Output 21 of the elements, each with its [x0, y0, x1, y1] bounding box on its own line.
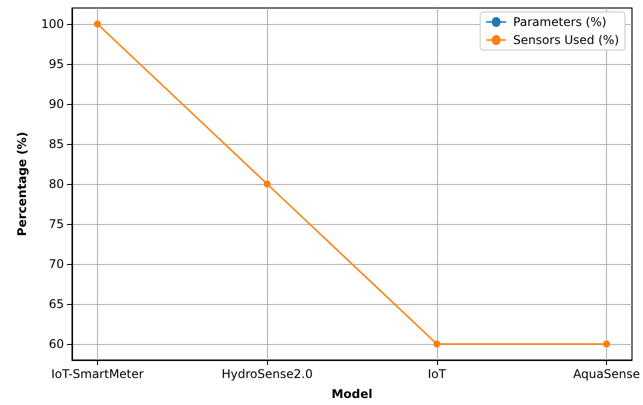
legend-label: Parameters (%) [513, 15, 606, 29]
y-tick-label: 100 [41, 17, 64, 31]
point [264, 180, 271, 188]
point [94, 20, 101, 28]
point [433, 340, 440, 348]
y-tick-label: 60 [48, 337, 64, 351]
y-axis-title: Percentage (%) [15, 132, 29, 236]
y-tick-label: 75 [48, 217, 64, 231]
x-tick-label: IoT-SmartMeter [51, 367, 144, 381]
x-tick-label: AquaSense [573, 367, 640, 381]
x-tick-label: IoT [428, 367, 447, 381]
legend-label: Sensors Used (%) [513, 33, 620, 47]
y-tick-label: 95 [48, 57, 64, 71]
y-tick-label: 80 [48, 177, 64, 191]
x-tick-label: HydroSense2.0 [222, 367, 313, 381]
y-tick-label: 85 [48, 137, 64, 151]
y-tick-label: 90 [48, 97, 64, 111]
y-tick-label: 65 [48, 297, 64, 311]
point [603, 340, 610, 348]
y-tick-label: 70 [48, 257, 64, 271]
x-axis-title: Model [331, 387, 373, 401]
